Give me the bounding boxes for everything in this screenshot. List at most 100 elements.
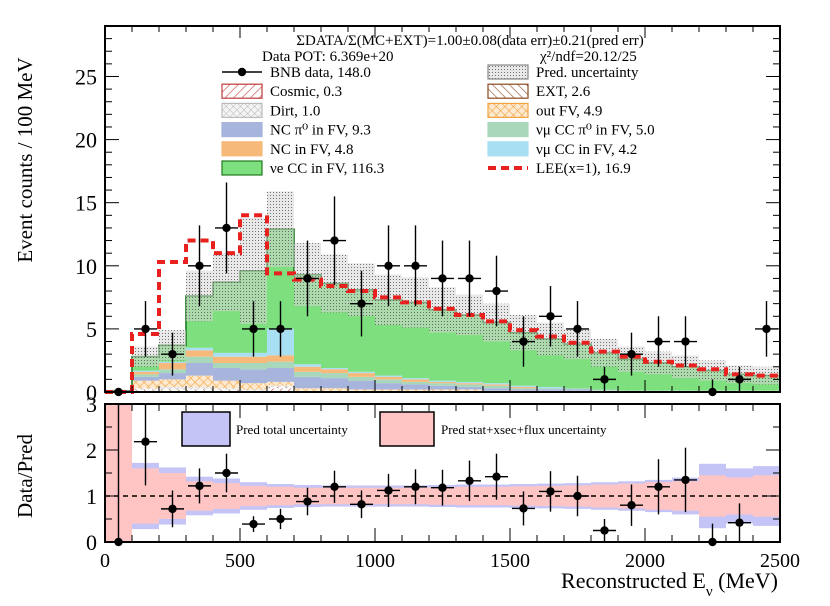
data-point-9	[350, 270, 373, 337]
legend-label-cosmic-0-3: Cosmic, 0.3	[270, 84, 342, 100]
bar-dirt-1-0-2	[159, 386, 186, 390]
y-tick-label-top-20: 20	[75, 128, 97, 153]
data-marker-3	[195, 261, 204, 270]
bar-out-fv-4-9-11	[402, 389, 429, 391]
bar-cc-in-fv-4-2-13	[456, 381, 483, 384]
data-point-18	[593, 366, 616, 392]
bar-cc-in-fv-4-2-4	[213, 352, 240, 357]
y-tick-label-top-10: 10	[75, 254, 97, 279]
ratio-marker-15	[519, 504, 528, 513]
bar-nc-in-fv-9-3-2	[159, 373, 186, 380]
data-marker-4	[222, 223, 231, 233]
bar-ext-2-6-4	[213, 389, 240, 392]
bar-dirt-1-0-5	[240, 389, 267, 391]
ratio-marker-9	[357, 500, 366, 509]
bar-nc-in-fv-9-3-4	[213, 368, 240, 381]
bar-cc-in-fv-5-0-7	[294, 371, 321, 377]
ratio-marker-3	[195, 481, 204, 491]
data-point-17	[566, 301, 589, 357]
bar-nc-in-fv-4-8-9	[348, 373, 375, 377]
bar-dirt-1-0-3	[186, 386, 213, 390]
ratio-marker-16	[546, 487, 555, 496]
legend-label-pred-uncertainty: Pred. uncertainty	[536, 65, 639, 81]
bar-out-fv-4-9-1	[132, 380, 159, 389]
bar-cc-in-fv-5-0-16	[537, 388, 564, 390]
ratio-marker-2	[168, 504, 177, 514]
x-tick-label-2500: 2500	[760, 550, 800, 572]
ratio-point-15	[512, 491, 535, 526]
ratio-marker-4	[222, 468, 231, 478]
bar-out-fv-4-9-8	[321, 388, 348, 391]
legend-swatch-cosmic-0-3	[221, 83, 263, 99]
bar-cc-in-fv-4-2-11	[402, 378, 429, 380]
ratio-marker-20	[654, 482, 663, 491]
x-tick-label-500: 500	[225, 550, 255, 572]
legend-swatch-total-unc	[181, 411, 231, 447]
top-y-axis-label: Event counts / 100 MeV	[13, 57, 37, 262]
ratio-marker-19	[627, 501, 636, 510]
bar-nc-in-fv-9-3-6	[267, 368, 294, 382]
data-point-15	[512, 316, 535, 367]
legend-swatch-nc-in-fv-9-3	[221, 121, 263, 138]
bar-out-fv-4-9-4	[213, 380, 240, 389]
data-marker-21	[681, 337, 690, 346]
y-tick-label-bottom-3: 3	[86, 392, 97, 417]
data-marker-13	[465, 274, 474, 283]
data-point-14	[485, 255, 508, 327]
y-tick-label-bottom-2: 2	[86, 438, 97, 463]
data-point-2	[161, 332, 184, 376]
bar-cc-in-fv-4-2-16	[537, 386, 564, 389]
data-marker-11	[411, 261, 420, 270]
bar-out-fv-4-9-5	[240, 383, 267, 390]
series-dirt-1-0	[132, 385, 294, 391]
legend-entry-out-fv-4-9: out FV, 4.9	[487, 102, 602, 119]
bar-out-fv-4-9-6	[267, 381, 294, 386]
legend-data-marker	[237, 67, 247, 77]
bar-nc-in-fv-9-3-15	[510, 389, 537, 391]
ratio-point-13	[458, 460, 481, 502]
bar-nc-in-fv-4-8-11	[402, 379, 429, 382]
data-point-23	[728, 366, 751, 392]
legend-label-cc-in-fv-4-2: νμ CC in FV, 4.2	[536, 142, 637, 158]
ratio-point-1	[134, 404, 157, 486]
ratio-point-7	[296, 487, 319, 516]
bar-nc-in-fv-9-3-14	[483, 388, 510, 391]
data-point-5	[242, 301, 265, 357]
data-point-21	[674, 316, 697, 367]
bar-out-fv-4-9-7	[294, 388, 321, 391]
data-marker-12	[438, 274, 447, 283]
uncertainty-bin-24	[753, 366, 780, 385]
bar-nc-in-fv-4-8-5	[240, 356, 267, 363]
legend-entry-lee-x-1-16-9: LEE(x=1), 16.9	[488, 161, 631, 177]
bar-out-fv-4-9-3	[186, 375, 213, 387]
bar-ext-2-6-1	[132, 389, 159, 392]
y-tick-label-top-5: 5	[86, 317, 97, 342]
bar-dirt-1-0-1	[132, 388, 159, 390]
bar-ext-2-6-2	[159, 389, 186, 392]
data-marker-17	[573, 324, 582, 334]
legend-entry-cc-in-fv-5-0: νμ CC π⁰ in FV, 5.0	[487, 121, 655, 139]
bar-out-fv-4-9-2	[159, 379, 186, 387]
legend-label-nc-in-fv-9-3: NC π⁰ in FV, 9.3	[270, 123, 371, 139]
data-point-6	[269, 301, 292, 357]
ratio-point-18	[593, 519, 616, 542]
bar-cosmic-0-3-6	[267, 388, 294, 392]
bar-nc-in-fv-4-8-1	[132, 371, 159, 375]
bar-cc-in-fv-5-0-10	[375, 379, 402, 384]
data-points	[107, 182, 778, 397]
bar-nc-in-fv-9-3-3	[186, 362, 213, 376]
legend-entry-pred-uncertainty: Pred. uncertainty	[487, 64, 639, 81]
data-point-13	[458, 240, 481, 317]
bottom-axis-ticks: 0 1 2 3 0 500 1000 1500 2000 2500	[86, 392, 800, 572]
ratio-point-17	[566, 475, 589, 517]
data-marker-20	[654, 337, 663, 346]
bar-cc-in-fv-5-0-5	[240, 362, 267, 370]
series-out-fv-4-9	[105, 375, 483, 392]
bar-nc-in-fv-9-3-11	[402, 384, 429, 390]
x-tick-label-1500: 1500	[490, 550, 530, 572]
ratio-marker-8	[330, 482, 339, 491]
ratio-point-6	[269, 508, 292, 530]
legend-label-stat-unc: Pred stat+xsec+flux uncertainty	[441, 422, 607, 437]
legend-label-ext-2-6: EXT, 2.6	[536, 84, 591, 100]
legend-entry-cc-in-fv-4-2: νμ CC in FV, 4.2	[487, 141, 637, 158]
